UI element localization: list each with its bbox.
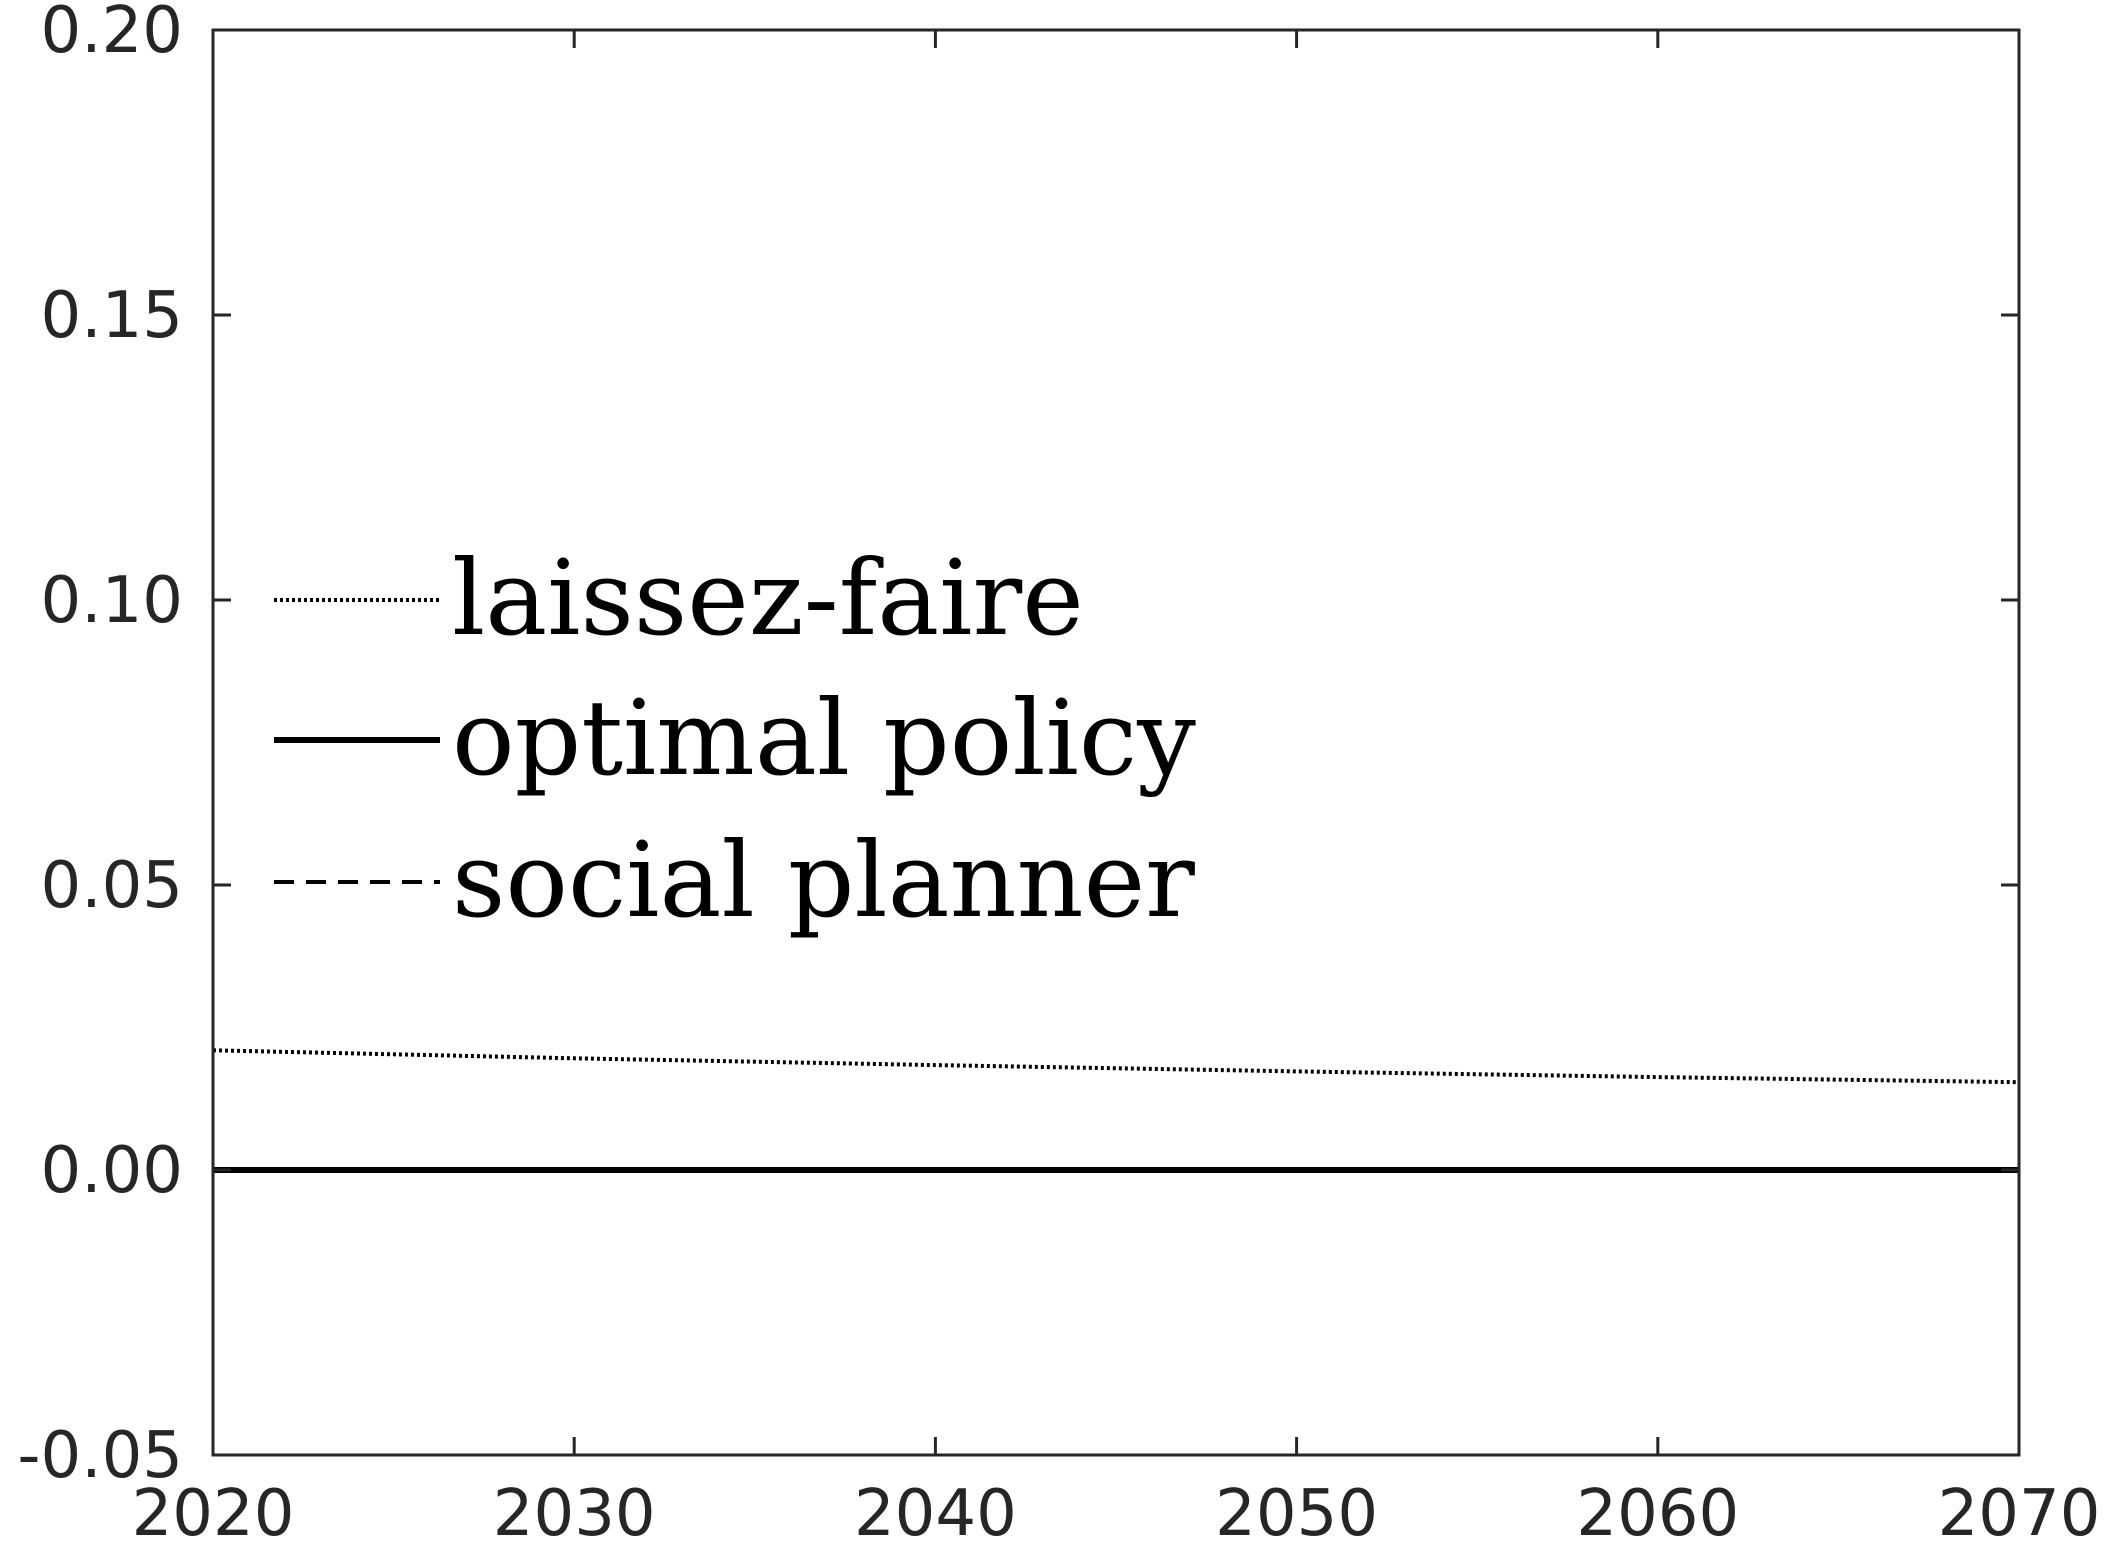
x-tick-labels: 2020 2030 2040 2050 2060 2070	[132, 1477, 2101, 1551]
y-tick-label: 0.20	[41, 0, 184, 68]
series-line-laissez-faire	[212, 1048, 2020, 1085]
legend-label: social planner	[452, 819, 1195, 941]
y-tick-labels: -0.05 0.00 0.05 0.10 0.15 0.20	[17, 0, 183, 1493]
y-tick-label: 0.10	[41, 564, 184, 638]
plot-frame	[211, 28, 2021, 1457]
x-tick-label: 2030	[493, 1477, 656, 1551]
y-tick-label: 0.00	[41, 1134, 184, 1208]
x-tick-label: 2050	[1215, 1477, 1378, 1551]
y-tick-label: -0.05	[17, 1419, 183, 1493]
y-tick-label: 0.05	[41, 849, 184, 923]
legend-label: laissez-faire	[452, 537, 1084, 659]
legend-label: optimal policy	[452, 677, 1196, 799]
x-tick-label: 2070	[1938, 1477, 2101, 1551]
x-tick-label: 2040	[854, 1477, 1017, 1551]
series-layer	[212, 1048, 2020, 1173]
y-tick-label: 0.15	[41, 279, 184, 353]
legend: laissez-faire optimal policy social planne…	[274, 537, 1196, 941]
x-tick-label: 2060	[1576, 1477, 1739, 1551]
x-tick-label: 2020	[132, 1477, 295, 1551]
